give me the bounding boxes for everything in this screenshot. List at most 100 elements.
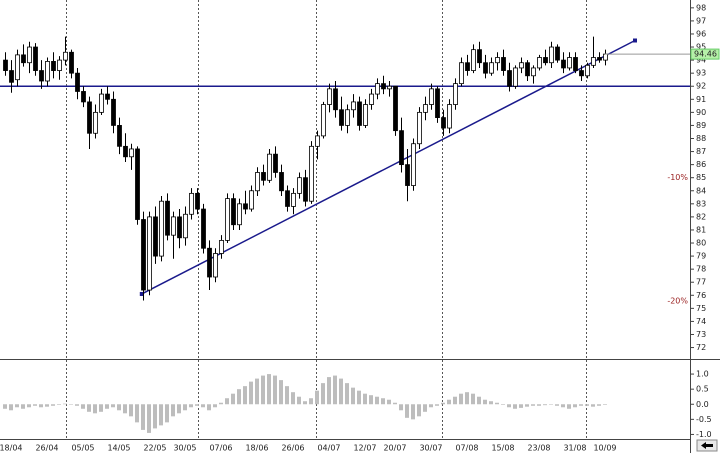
candle-body xyxy=(327,88,332,105)
trend-anchor xyxy=(633,38,637,43)
candle-body xyxy=(291,192,296,207)
histogram-bar xyxy=(495,402,499,405)
histogram-bar xyxy=(567,404,571,409)
y-tick-label: 94 xyxy=(696,56,706,65)
level-label: -10% xyxy=(667,173,688,182)
histogram-bar xyxy=(471,393,475,405)
y-tick-label: 98 xyxy=(696,3,706,12)
histogram-bar xyxy=(321,383,325,405)
y-tick-label: 97 xyxy=(696,16,706,25)
candle-body xyxy=(105,93,110,100)
candle-body xyxy=(471,49,476,71)
candle-body xyxy=(303,177,308,202)
histogram-bar xyxy=(591,404,595,407)
y-tick-label: 91 xyxy=(696,95,706,104)
histogram-bar xyxy=(597,404,601,406)
x-tick-label: 26/06 xyxy=(281,444,304,453)
histogram-bar xyxy=(555,404,559,406)
histogram-bar xyxy=(231,393,235,405)
histogram-bar xyxy=(411,404,415,420)
candle-body xyxy=(129,148,134,158)
candle-body xyxy=(21,54,26,64)
candle-body xyxy=(495,57,500,64)
x-tick-label: 04/07 xyxy=(317,444,340,453)
candle-body xyxy=(393,85,398,132)
histogram-bar xyxy=(171,404,175,417)
histogram-bar xyxy=(105,404,109,409)
y-tick-label: 85 xyxy=(696,173,706,182)
candle-body xyxy=(309,145,314,202)
histogram-bar xyxy=(27,404,31,408)
histogram-bar xyxy=(93,404,97,414)
histogram-bar xyxy=(129,404,133,417)
y-tick-label: 79 xyxy=(696,252,706,261)
histogram-bar xyxy=(537,404,541,406)
histogram-bar xyxy=(147,404,151,433)
x-tick-label: 30/05 xyxy=(173,444,196,453)
x-tick-label: 10/09 xyxy=(593,444,616,453)
candle-body xyxy=(207,247,212,278)
candle-body xyxy=(567,57,572,69)
candle-body xyxy=(3,59,8,71)
y-tick-label: 86 xyxy=(696,160,706,169)
x-tick-label: 31/08 xyxy=(563,444,586,453)
histogram-bar xyxy=(279,380,283,405)
candle-body xyxy=(9,70,14,83)
x-tick-label: 22/05 xyxy=(143,444,166,453)
candle-body xyxy=(333,88,338,111)
y-tick-label: 81 xyxy=(696,225,706,234)
x-tick-label: 20/07 xyxy=(383,444,406,453)
candle-body xyxy=(573,57,578,71)
candle-body xyxy=(441,117,446,129)
histogram-bar xyxy=(195,404,199,406)
x-tick-label: 30/07 xyxy=(419,444,442,453)
candle-body xyxy=(381,83,386,90)
histogram-bar xyxy=(135,404,139,423)
x-tick-label: 12/07 xyxy=(353,444,376,453)
y-tick-label: 88 xyxy=(696,134,706,143)
histogram-bar xyxy=(291,392,295,405)
candle-body xyxy=(165,200,170,236)
histogram-bar xyxy=(243,386,247,405)
candle-body xyxy=(237,203,242,226)
candle-body xyxy=(477,49,482,64)
x-tick-label: 26/04 xyxy=(35,444,58,453)
histogram-bar xyxy=(267,374,271,405)
candle-body xyxy=(93,111,98,134)
candle-body xyxy=(81,91,86,103)
candle-body xyxy=(555,46,560,61)
histogram-bar xyxy=(513,404,517,409)
candle-body xyxy=(459,62,464,85)
histogram-bar xyxy=(51,404,55,406)
candle-body xyxy=(159,200,164,257)
histogram-bar xyxy=(153,404,157,429)
candle-body xyxy=(189,192,194,215)
histogram-bar xyxy=(189,404,193,408)
level-label: -20% xyxy=(667,296,688,305)
candle-body xyxy=(387,85,392,90)
candle-body xyxy=(117,125,122,147)
candle-body xyxy=(453,83,458,105)
candle-body xyxy=(273,153,278,173)
histogram-bar xyxy=(255,378,259,405)
y-tick-label: 75 xyxy=(696,304,706,313)
candle-body xyxy=(87,101,92,134)
candle-body xyxy=(255,172,260,192)
histogram-bar xyxy=(525,404,529,407)
y-tick-label: 93 xyxy=(696,69,706,78)
y-tick-label: 73 xyxy=(696,330,706,339)
candle-body xyxy=(351,101,356,111)
histogram-bar xyxy=(381,398,385,405)
histogram-bar xyxy=(21,404,25,409)
candle-body xyxy=(417,111,422,145)
histogram-bar xyxy=(447,399,451,405)
candle-body xyxy=(585,64,590,77)
candle-body xyxy=(297,177,302,194)
histogram-bar xyxy=(69,404,73,405)
x-tick-label: 18/06 xyxy=(245,444,268,453)
histogram-bar xyxy=(75,404,79,406)
candle-body xyxy=(597,57,602,61)
candle-body xyxy=(435,88,440,118)
histogram-bar xyxy=(369,395,373,405)
